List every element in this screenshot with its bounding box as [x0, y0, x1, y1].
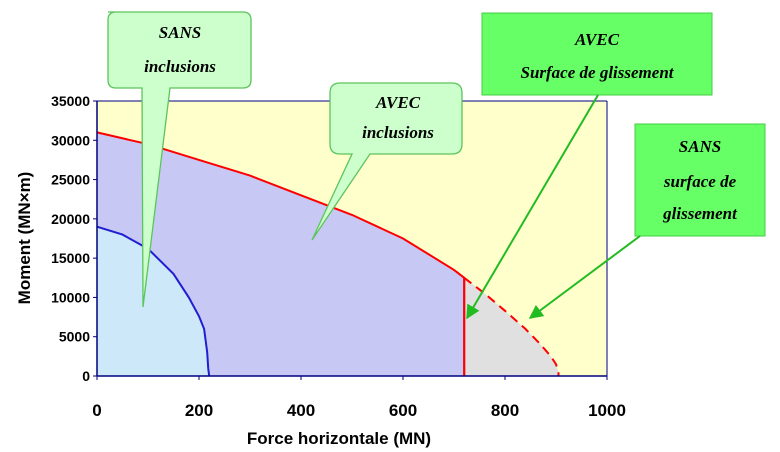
callout-sans-surface-line1: SANS [679, 137, 722, 156]
callout-avec-surface-line1: AVEC [574, 30, 620, 49]
callout-avec-inclusions-line2: inclusions [362, 123, 434, 142]
callout-avec-inclusions: AVEC inclusions [311, 82, 463, 241]
x-tick-label: 1000 [588, 401, 626, 420]
callout-sans-inclusions-line2: inclusions [144, 57, 216, 76]
y-tick-label: 30000 [51, 132, 90, 148]
area-sans-surface-glissement [464, 277, 559, 376]
callout-avec-inclusions-line1: AVEC [375, 93, 421, 112]
curve-avec-inclusions [96, 131, 466, 376]
x-axis-title: Force horizontale (MN) [247, 429, 431, 448]
x-tick-label: 400 [287, 401, 315, 420]
callout-sans-surface-glissement: SANS surface de glissement [528, 123, 766, 319]
x-tick-label: 800 [491, 401, 519, 420]
y-tick-label: 10000 [51, 289, 90, 305]
y-axis-title: Moment (MN×m) [15, 172, 34, 305]
y-tick-label: 25000 [51, 172, 90, 188]
callout-avec-surface-glissement: AVEC Surface de glissement [466, 12, 713, 320]
curve-sans-surface-glissement [463, 277, 560, 376]
callout-sans-inclusions: SANS inclusions [107, 11, 252, 308]
y-tick-label: 5000 [59, 329, 90, 345]
y-tick-label: 35000 [51, 93, 90, 109]
x-tick-label: 200 [185, 401, 213, 420]
callout-avec-surface-line2: Surface de glissement [521, 63, 675, 82]
area-sans-inclusions [97, 226, 210, 376]
x-tick-label: 600 [389, 401, 417, 420]
callout-avec-surface-arrow [466, 94, 599, 320]
callout-sans-surface-line3: glissement [662, 204, 738, 223]
callout-sans-surface-line2: surface de [663, 172, 737, 191]
y-tick-label: 15000 [51, 250, 90, 266]
callout-sans-surface-arrow [528, 235, 641, 319]
callout-sans-inclusions-line1: SANS [159, 23, 202, 42]
y-tick-label: 0 [82, 368, 90, 384]
y-tick-label: 20000 [51, 211, 90, 227]
curve-sans-inclusions [96, 225, 211, 377]
x-tick-label: 0 [92, 401, 101, 420]
